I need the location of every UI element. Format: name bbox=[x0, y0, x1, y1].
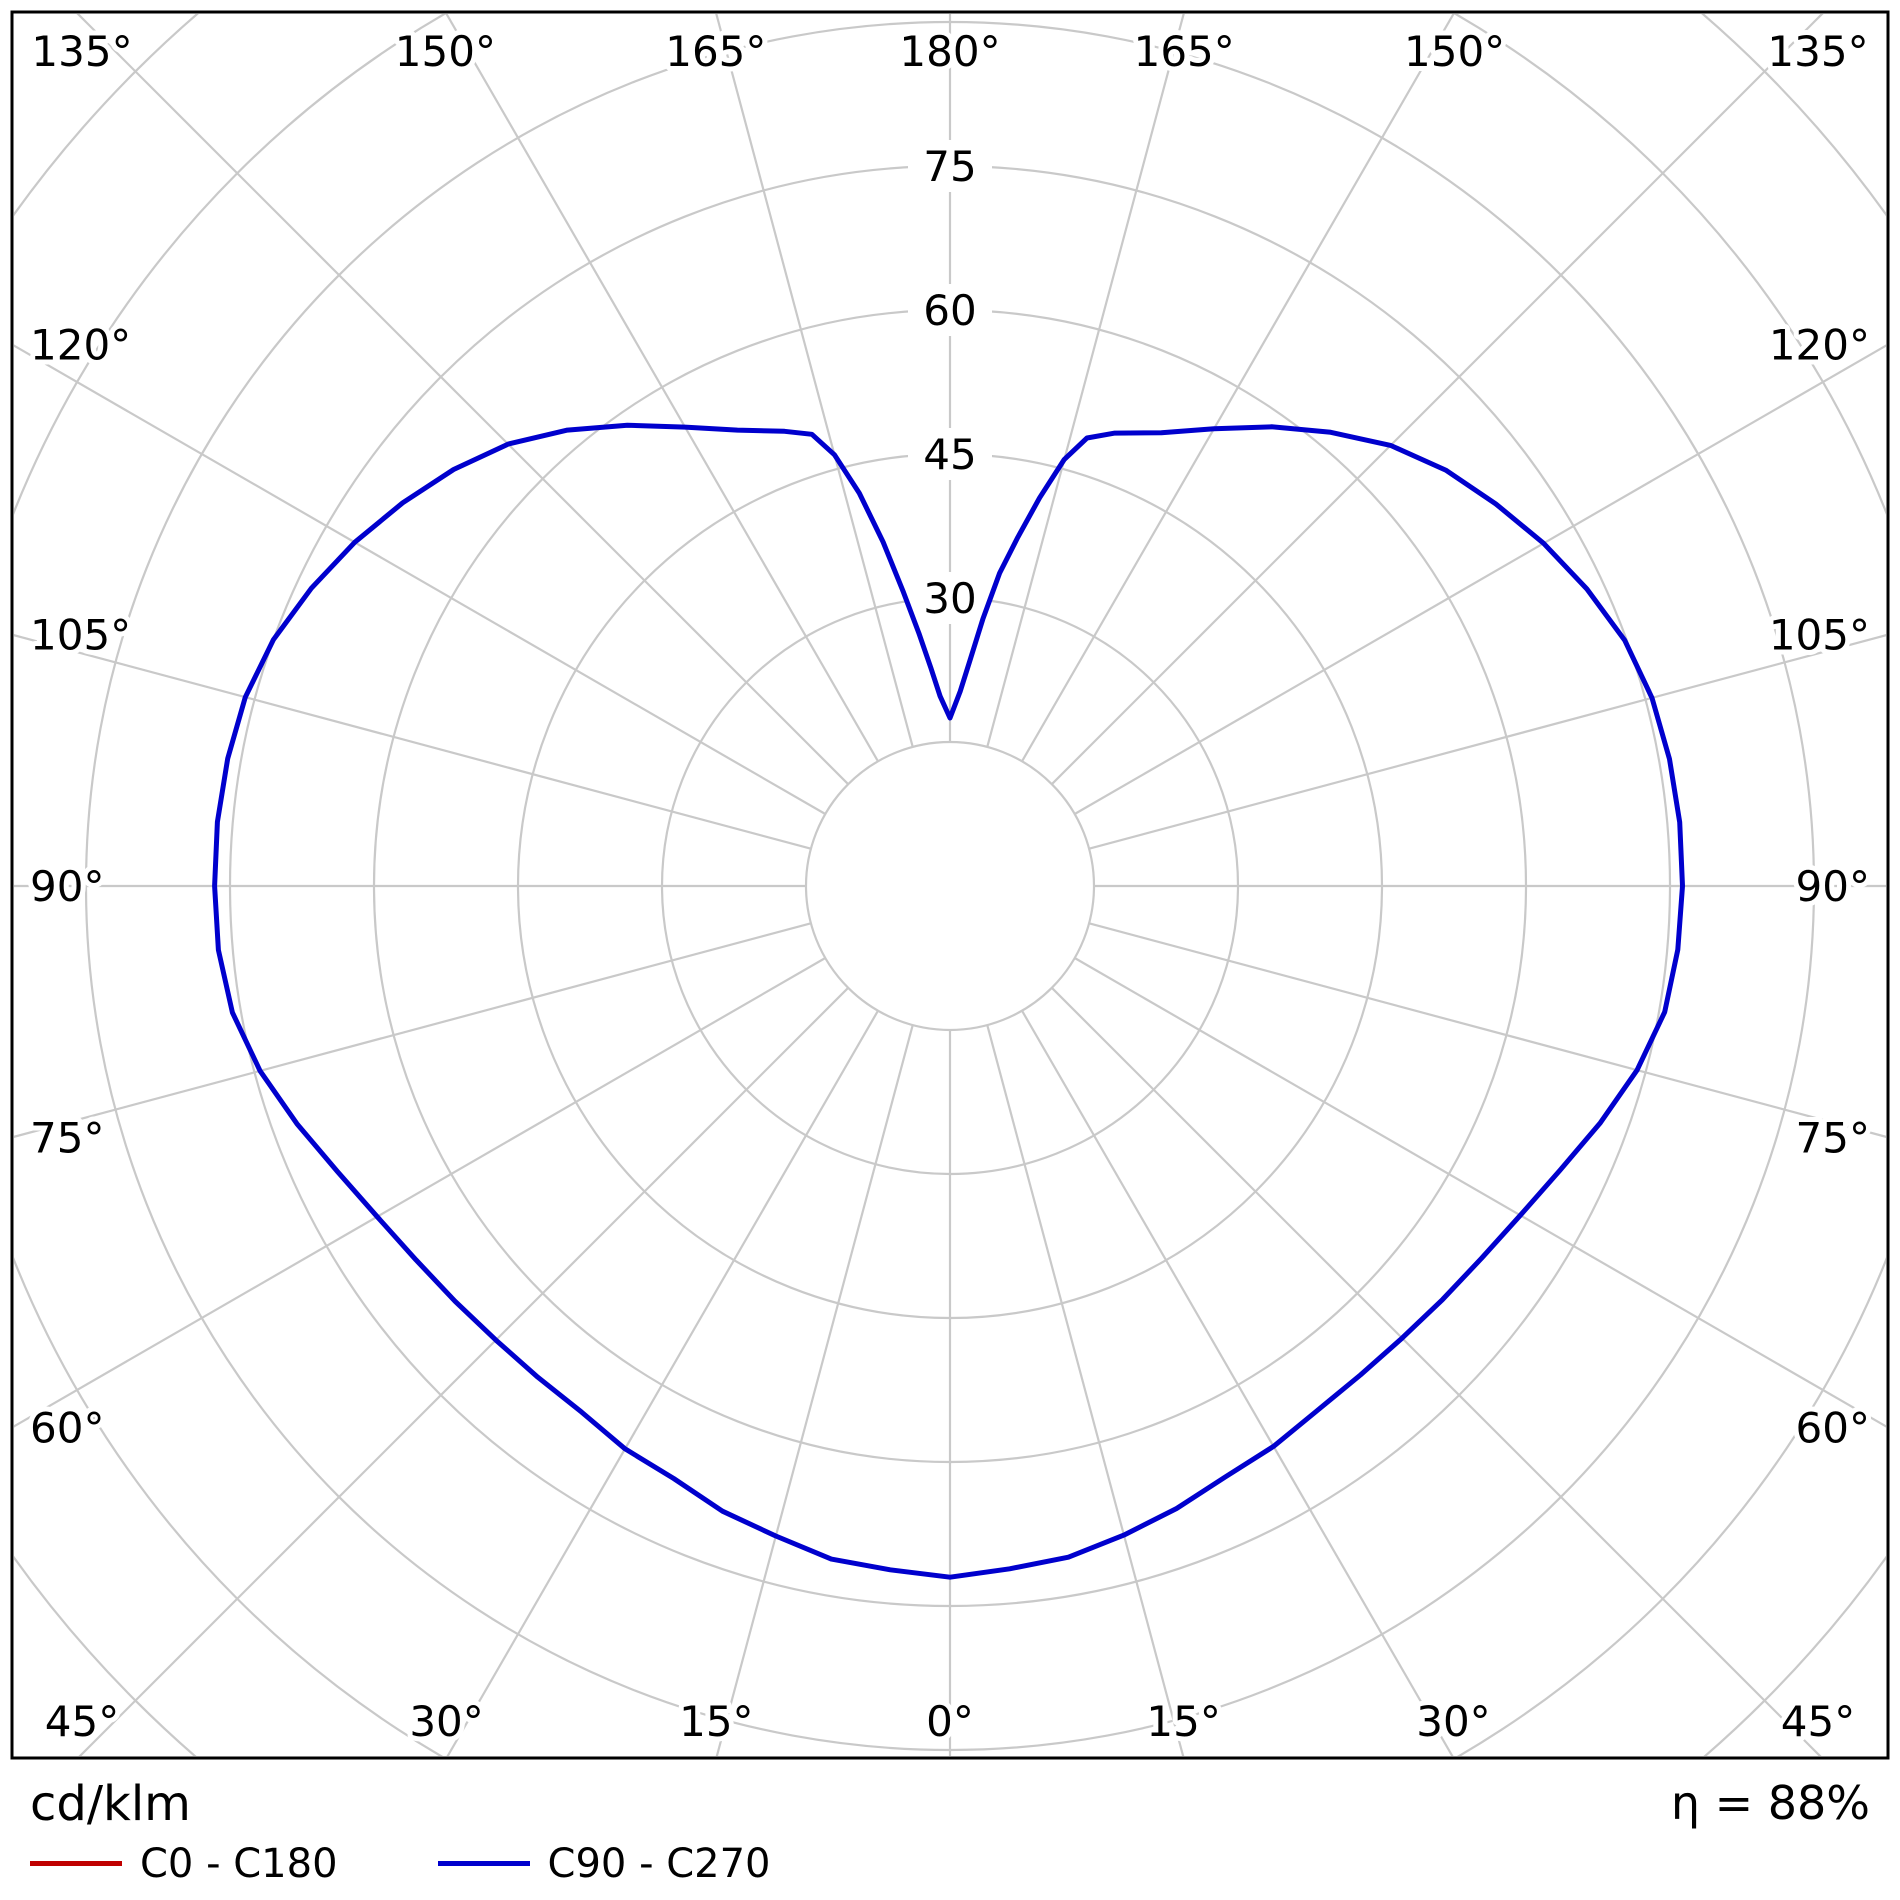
legend-label: C0 - C180 bbox=[140, 1840, 338, 1887]
radial-tick-label: 75 bbox=[923, 142, 976, 191]
legend-swatch bbox=[437, 1861, 530, 1867]
grid-spoke bbox=[1021, 14, 1455, 762]
angle-labels: 0° 15° 15° 30° 30° 45° 45° 60° 60° 75° 75° 90° 90° 10… bbox=[25, 22, 1875, 1751]
grid-spoke bbox=[986, 14, 1185, 748]
legend: C0 - C180 C90 - C270 bbox=[30, 1841, 1870, 1887]
angle-label: 60° bbox=[30, 1404, 104, 1453]
legend-swatch bbox=[30, 1861, 122, 1867]
angle-label: 150° bbox=[395, 27, 496, 76]
radial-label-box bbox=[908, 140, 992, 192]
angle-label: 15° bbox=[1146, 1697, 1220, 1746]
angle-label: 120° bbox=[1769, 320, 1870, 369]
angle-label: 105° bbox=[1769, 611, 1870, 660]
c90-c270-curve bbox=[212, 422, 1685, 1580]
radial-tick-labels: 30 45 60 75 bbox=[908, 140, 992, 624]
legend-item-c0-c180: C0 - C180 bbox=[30, 1841, 338, 1887]
grid-spoke bbox=[1021, 1010, 1454, 1756]
angle-label: 105° bbox=[30, 611, 131, 660]
footer-top-row: cd/klm η = 88% bbox=[30, 1778, 1870, 1831]
angle-label: 45° bbox=[1781, 1697, 1855, 1746]
radial-label-box bbox=[908, 572, 992, 624]
angle-label: 165° bbox=[1134, 27, 1235, 76]
angle-label: 30° bbox=[409, 1697, 483, 1746]
angle-label: 90° bbox=[1796, 862, 1870, 911]
grid-spoke bbox=[445, 14, 879, 762]
angle-label: 135° bbox=[1767, 27, 1868, 76]
polar-grid bbox=[14, 14, 1886, 1756]
angle-label: 15° bbox=[679, 1697, 753, 1746]
angle-label: 0° bbox=[926, 1697, 974, 1746]
angle-label: 150° bbox=[1404, 27, 1505, 76]
grid-spoke bbox=[1074, 344, 1886, 815]
grid-spoke bbox=[446, 1010, 879, 1756]
grid-spoke bbox=[14, 634, 812, 850]
polar-distribution-chart: 30 45 60 75 0° 15° 15° 30° 30° 45° 45° 60° 60° 75° 75°… bbox=[10, 10, 1890, 1760]
grid-spoke bbox=[76, 14, 849, 785]
legend-label: C90 - C270 bbox=[547, 1840, 771, 1887]
grid-spoke bbox=[1051, 14, 1824, 785]
radial-label-box bbox=[908, 284, 992, 336]
angle-label: 165° bbox=[665, 27, 766, 76]
radial-label-box bbox=[908, 428, 992, 480]
grid-spoke bbox=[1088, 922, 1886, 1138]
angle-label: 45° bbox=[45, 1697, 119, 1746]
angle-label: 135° bbox=[31, 27, 132, 76]
unit-label: cd/klm bbox=[30, 1776, 191, 1832]
grid-spoke bbox=[1088, 634, 1886, 850]
grid-spoke bbox=[14, 344, 826, 815]
grid-spoke bbox=[14, 922, 812, 1138]
angle-label: 60° bbox=[1796, 1404, 1870, 1453]
grid-spoke bbox=[715, 1024, 914, 1756]
radial-tick-label: 60 bbox=[923, 286, 976, 335]
grid-spoke bbox=[1074, 957, 1886, 1428]
footer: cd/klm η = 88% C0 - C180 C90 - C270 bbox=[0, 1768, 1900, 1887]
radial-tick-label: 30 bbox=[923, 574, 976, 623]
angle-label: 75° bbox=[30, 1113, 104, 1162]
efficiency-label: η = 88% bbox=[1670, 1776, 1870, 1830]
radial-tick-label: 45 bbox=[923, 430, 976, 479]
angle-label: 75° bbox=[1796, 1113, 1870, 1162]
angle-label: 90° bbox=[30, 862, 104, 911]
grid-spoke bbox=[1051, 987, 1822, 1756]
angle-label: 120° bbox=[30, 320, 131, 369]
grid-spoke bbox=[715, 14, 914, 748]
angle-label: 180° bbox=[899, 27, 1000, 76]
legend-item-c90-c270: C90 - C270 bbox=[437, 1840, 771, 1887]
angle-label: 30° bbox=[1416, 1697, 1490, 1746]
polar-chart-svg: 30 45 60 75 0° 15° 15° 30° 30° 45° 45° 60° 60° 75° 75°… bbox=[10, 10, 1890, 1760]
grid-spoke bbox=[14, 957, 826, 1428]
grid-spoke bbox=[986, 1024, 1185, 1756]
grid-spoke bbox=[78, 987, 849, 1756]
